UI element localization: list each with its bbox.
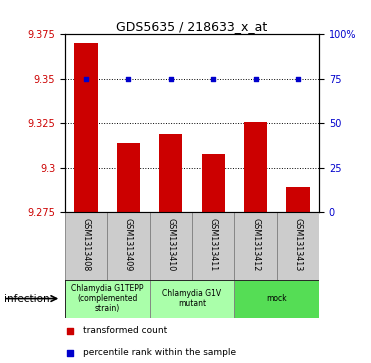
Bar bbox=[277, 212, 319, 280]
Bar bbox=[150, 280, 234, 318]
Bar bbox=[65, 280, 150, 318]
Point bbox=[67, 328, 73, 334]
Bar bbox=[201, 154, 225, 212]
Bar bbox=[286, 187, 309, 212]
Point bbox=[295, 76, 301, 82]
Point bbox=[125, 76, 131, 82]
Bar bbox=[107, 212, 150, 280]
Bar bbox=[244, 122, 267, 212]
Text: transformed count: transformed count bbox=[83, 326, 167, 335]
Bar bbox=[75, 44, 98, 212]
Text: Chlamydia G1V
mutant: Chlamydia G1V mutant bbox=[162, 289, 221, 308]
Text: GSM1313408: GSM1313408 bbox=[82, 218, 91, 271]
Bar bbox=[117, 143, 140, 212]
Text: GSM1313412: GSM1313412 bbox=[251, 218, 260, 271]
Bar bbox=[159, 134, 183, 212]
Point bbox=[210, 76, 216, 82]
Text: Chlamydia G1TEPP
(complemented
strain): Chlamydia G1TEPP (complemented strain) bbox=[71, 284, 144, 314]
Text: GSM1313409: GSM1313409 bbox=[124, 218, 133, 271]
Bar bbox=[150, 212, 192, 280]
Bar bbox=[192, 212, 234, 280]
Point bbox=[83, 76, 89, 82]
Bar bbox=[234, 212, 277, 280]
Bar bbox=[234, 280, 319, 318]
Text: infection: infection bbox=[4, 294, 49, 303]
Point bbox=[253, 76, 259, 82]
Text: GSM1313413: GSM1313413 bbox=[293, 218, 302, 271]
Title: GDS5635 / 218633_x_at: GDS5635 / 218633_x_at bbox=[116, 20, 267, 33]
Bar bbox=[65, 212, 107, 280]
Point bbox=[67, 350, 73, 355]
Text: GSM1313411: GSM1313411 bbox=[209, 218, 218, 271]
Point bbox=[168, 76, 174, 82]
Text: GSM1313410: GSM1313410 bbox=[166, 218, 175, 271]
Text: percentile rank within the sample: percentile rank within the sample bbox=[83, 348, 236, 357]
Text: mock: mock bbox=[266, 294, 287, 303]
